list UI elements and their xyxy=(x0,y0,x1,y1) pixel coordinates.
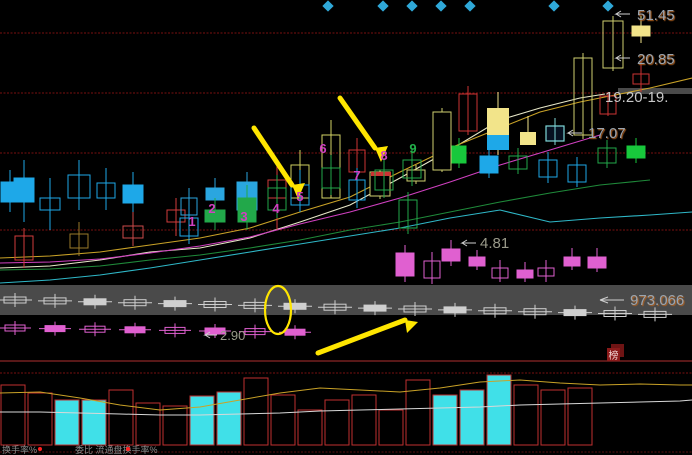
svg-text:19.20-19.: 19.20-19. xyxy=(605,89,668,106)
svg-text:5: 5 xyxy=(296,189,303,204)
svg-text:4: 4 xyxy=(272,201,280,216)
svg-text:9: 9 xyxy=(409,141,416,156)
svg-text:973.066: 973.066 xyxy=(630,292,684,309)
svg-text:8: 8 xyxy=(380,148,387,163)
svg-text:17.07: 17.07 xyxy=(588,125,626,142)
svg-text:换手率%: 换手率% xyxy=(2,444,37,455)
svg-text:委比 流通盘换手率%: 委比 流通盘换手率% xyxy=(75,444,158,455)
svg-text:4.81: 4.81 xyxy=(480,235,509,252)
svg-text:6: 6 xyxy=(319,141,326,156)
svg-text:51.45: 51.45 xyxy=(637,7,675,24)
svg-text:3: 3 xyxy=(240,209,247,224)
svg-text:7: 7 xyxy=(353,168,360,183)
svg-text:1: 1 xyxy=(188,214,195,229)
svg-text:2: 2 xyxy=(208,201,215,216)
svg-text:2.90: 2.90 xyxy=(220,328,245,343)
svg-text:20.85: 20.85 xyxy=(637,51,675,68)
svg-text:榜: 榜 xyxy=(609,349,619,362)
